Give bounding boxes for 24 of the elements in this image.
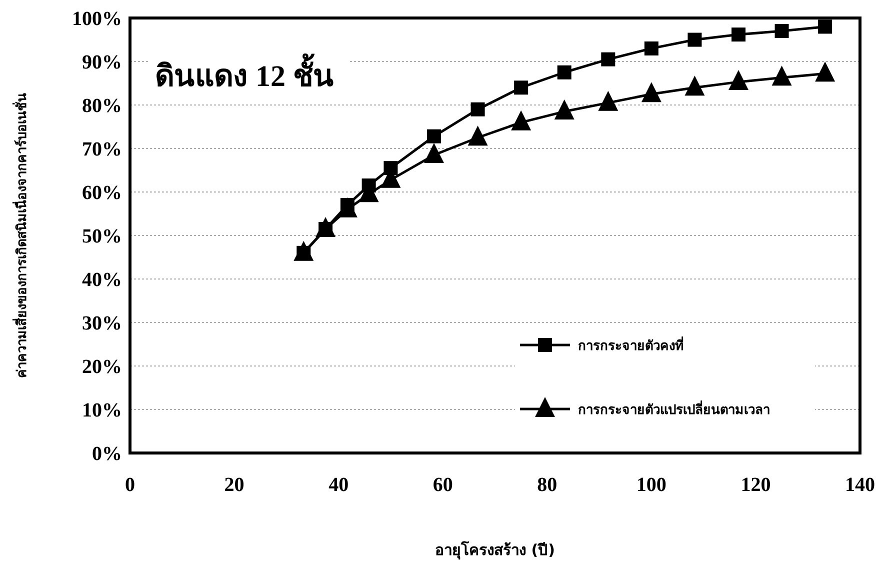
y-tick-label: 10% — [82, 400, 122, 422]
x-tick-label: 80 — [537, 474, 558, 496]
text: ดินแดง 12 ชั้น — [155, 53, 334, 93]
x-tick-label: 100 — [636, 474, 666, 496]
y-tick-label: 30% — [82, 312, 122, 334]
y-tick-label: 50% — [82, 226, 122, 248]
y-tick-label: 80% — [82, 95, 122, 117]
x-tick-label: 120 — [740, 474, 771, 496]
x-tick-label: 40 — [328, 474, 349, 496]
y-tick-label: 100% — [72, 8, 122, 30]
y-tick-label: 0% — [92, 443, 122, 465]
x-axis-title: อายุโครงสร้าง (ปี) — [435, 540, 555, 560]
y-tick-label: 90% — [82, 52, 122, 74]
legend-label: การกระจายตัวคงที่ — [578, 336, 684, 354]
x-tick-label: 60 — [432, 474, 453, 496]
y-tick-label: 20% — [82, 356, 122, 378]
x-tick-label: 20 — [224, 474, 244, 496]
legend-label: การกระจายตัวแปรเปลี่ยนตามเวลา — [578, 400, 770, 418]
x-tick-label: 0 — [125, 474, 135, 496]
y-tick-label: 70% — [82, 138, 122, 160]
y-tick-label: 60% — [82, 182, 122, 204]
x-tick-label: 140 — [845, 474, 875, 496]
y-tick-label: 40% — [82, 269, 122, 291]
y-axis-title: ค่าความเสี่ยงของการเกิดสนิมเนื่องจากคาร์บอเนชั่น — [12, 93, 30, 378]
